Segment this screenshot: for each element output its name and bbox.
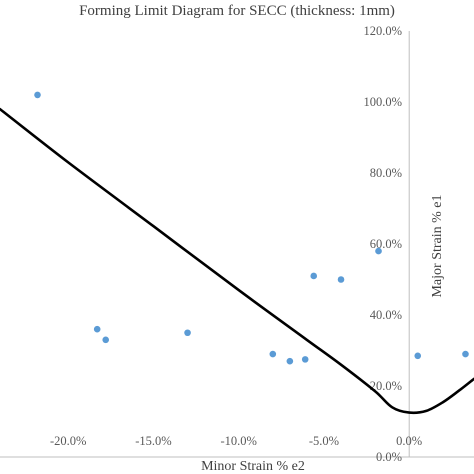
x-tick-label: -15.0% [135, 434, 171, 448]
data-point [462, 350, 469, 358]
y-tick-label: 60.0% [370, 237, 402, 251]
x-tick-labels: -20.0% -15.0% -10.0% -5.0% 0.0% [50, 434, 422, 448]
data-point [34, 91, 41, 99]
data-point [337, 276, 345, 283]
y-tick-labels: 0.0% 20.0% 40.0% 60.0% 80.0% 100.0% 120.0% [363, 24, 402, 464]
chart-title: Forming Limit Diagram for SECC (thicknes… [79, 3, 395, 19]
y-tick-label: 100.0% [363, 95, 402, 109]
data-point [414, 352, 422, 360]
data-point [375, 247, 382, 255]
x-tick-label: 0.0% [396, 434, 422, 448]
y-tick-label: 40.0% [370, 308, 402, 322]
x-tick-label: -5.0% [309, 434, 339, 448]
data-point [301, 356, 309, 363]
x-tick-label: -10.0% [220, 434, 256, 448]
axes-group [0, 31, 474, 458]
y-tick-label: 120.0% [363, 24, 402, 38]
data-point [269, 350, 277, 358]
data-points [34, 91, 469, 365]
data-point [184, 329, 191, 337]
data-point [93, 325, 101, 333]
y-tick-label: 0.0% [376, 450, 402, 464]
x-axis-title: Minor Strain % e2 [201, 459, 305, 474]
forming-limit-curve [0, 107, 474, 415]
data-point [310, 272, 318, 280]
y-tick-label: 80.0% [370, 166, 402, 180]
y-axis-title: Major Strain % e1 [430, 194, 445, 297]
data-point [286, 357, 294, 365]
data-point [102, 336, 110, 344]
x-tick-label: -20.0% [50, 434, 86, 448]
y-tick-label: 20.0% [370, 379, 402, 393]
